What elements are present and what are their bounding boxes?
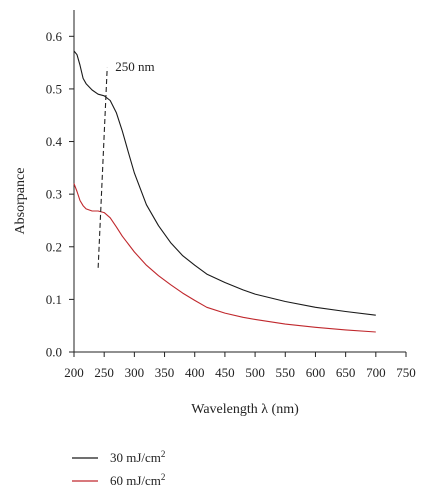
y-tick-label: 0.4 [46,134,63,149]
series-line-2 [73,183,376,333]
x-tick-label: 600 [306,365,326,380]
y-tick-label: 0.3 [46,187,62,202]
x-tick-label: 300 [125,365,145,380]
x-tick-label: 350 [155,365,175,380]
series-group [73,50,376,333]
legend-label-1: 30 mJ/cm2 [110,449,165,465]
y-tick-label: 0.0 [46,345,62,360]
x-tick-label: 650 [336,365,356,380]
x-tick-label: 250 [94,365,114,380]
x-tick-label: 700 [366,365,386,380]
axes [73,10,406,353]
legend-label-2: 60 mJ/cm2 [110,472,165,488]
x-tick-label: 400 [185,365,205,380]
annotation-label: 250 nm [115,59,154,74]
legend-unit-superscript: 2 [161,449,166,459]
legend: 30 mJ/cm2 60 mJ/cm2 [72,449,165,488]
annotation-group: 250 nm [97,59,155,268]
ticks: 200 250 300 350 400 450 500 550 600 650 700 750 0.0 0… [46,29,416,380]
y-tick-label: 0.1 [46,292,62,307]
legend-unit-superscript: 2 [161,472,166,482]
x-tick-label: 750 [396,365,416,380]
x-tick-label: 450 [215,365,235,380]
y-tick-label: 0.5 [46,81,62,96]
y-tick-label: 0.6 [46,29,63,44]
annotation-dashed-line [97,67,108,268]
y-axis-title: Absorpance [13,168,28,235]
x-tick-label: 500 [245,365,265,380]
y-tick-label: 0.2 [46,239,62,254]
x-tick-label: 200 [64,365,84,380]
series-line-1 [73,50,376,316]
x-axis-title: Wavelength λ (nm) [191,402,299,417]
x-tick-label: 550 [276,365,296,380]
